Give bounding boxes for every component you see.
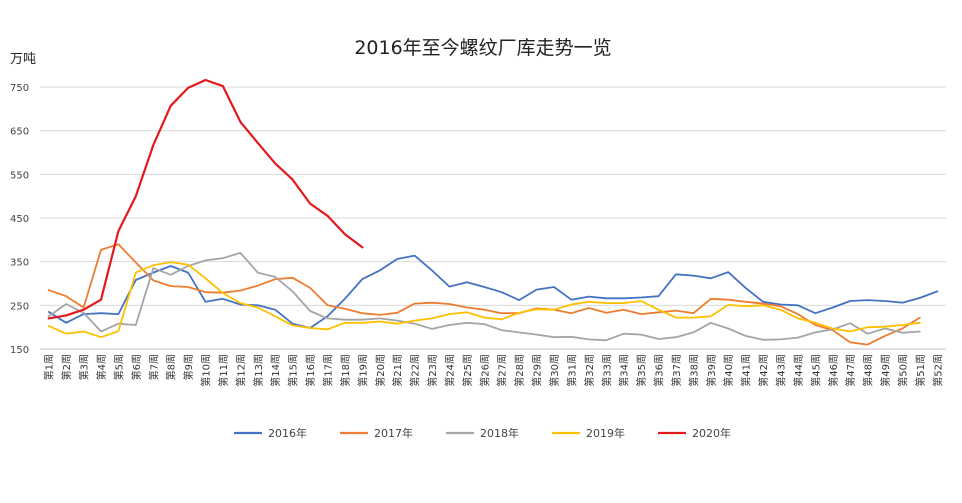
x-tick-label: 第26周 bbox=[478, 354, 491, 387]
x-tick-label: 第28周 bbox=[513, 354, 526, 387]
x-tick-label: 第13周 bbox=[252, 354, 265, 387]
x-tick-label: 第39周 bbox=[705, 354, 718, 387]
y-tick-label: 250 bbox=[10, 301, 29, 312]
x-tick-label: 第4周 bbox=[95, 354, 108, 380]
x-tick-label: 第21周 bbox=[391, 354, 404, 387]
x-tick-label: 第40周 bbox=[722, 354, 735, 387]
series-line-1 bbox=[47, 254, 939, 329]
series-lines bbox=[47, 78, 939, 346]
x-tick-label: 第36周 bbox=[653, 354, 666, 387]
x-tick-label: 第6周 bbox=[130, 354, 143, 380]
y-tick-label: 650 bbox=[10, 127, 29, 138]
x-tick-label: 第1周 bbox=[43, 354, 56, 380]
x-tick-label: 第44周 bbox=[792, 354, 805, 387]
x-tick-label: 第33周 bbox=[600, 354, 613, 387]
series-line-2 bbox=[47, 243, 921, 346]
y-tick-label: 150 bbox=[10, 345, 29, 356]
x-tick-label: 第42周 bbox=[757, 354, 770, 387]
x-tick-label: 第18周 bbox=[339, 354, 352, 387]
x-tick-label: 第47周 bbox=[844, 354, 857, 387]
legend-label-4: 2019年 bbox=[586, 426, 625, 440]
x-tick-label: 第2周 bbox=[60, 354, 73, 380]
y-axis-unit: 万吨 bbox=[10, 52, 36, 67]
legend: 2016年 2017年 2018年 2019年 2020年 bbox=[234, 426, 731, 440]
x-tick-label: 第52周 bbox=[931, 354, 944, 387]
y-tick-label: 450 bbox=[10, 214, 29, 225]
x-tick-label: 第34周 bbox=[618, 354, 631, 387]
x-tick-label: 第30周 bbox=[548, 354, 561, 387]
legend-label-3: 2018年 bbox=[480, 426, 519, 440]
x-tick-label: 第7周 bbox=[147, 354, 160, 380]
y-axis-ticks: 150 250 350 450 550 650 750 bbox=[10, 83, 29, 356]
x-tick-label: 第12周 bbox=[234, 354, 247, 387]
x-tick-label: 第5周 bbox=[112, 354, 125, 380]
x-tick-label: 第43周 bbox=[774, 354, 787, 387]
x-tick-label: 第24周 bbox=[443, 354, 456, 387]
gridlines bbox=[40, 86, 946, 350]
x-tick-label: 第27周 bbox=[496, 354, 509, 387]
x-tick-label: 第10周 bbox=[200, 354, 213, 387]
y-tick-label: 350 bbox=[10, 258, 29, 269]
x-axis-ticks: 第1周 第2周 第3周 第4周 第5周 第6周 第7周 第8周 第9周 第10周 第11周 第12周第… bbox=[43, 354, 945, 387]
x-tick-label: 第38周 bbox=[687, 354, 700, 387]
series-line-3 bbox=[47, 251, 921, 342]
x-tick-label: 第35周 bbox=[635, 354, 648, 387]
series-line-5 bbox=[47, 78, 364, 320]
x-tick-label: 第15周 bbox=[287, 354, 300, 387]
x-tick-label: 第16周 bbox=[304, 354, 317, 387]
x-tick-label: 第11周 bbox=[217, 354, 230, 387]
y-tick-label: 550 bbox=[10, 170, 29, 181]
x-tick-label: 第50周 bbox=[896, 354, 909, 387]
x-tick-label: 第51周 bbox=[914, 354, 927, 387]
x-tick-label: 第45周 bbox=[809, 354, 822, 387]
x-tick-label: 第49周 bbox=[879, 354, 892, 387]
x-tick-label: 第41周 bbox=[740, 354, 753, 387]
y-tick-label: 750 bbox=[10, 83, 29, 94]
chart-title: 2016年至今螺纹厂库走势一览 bbox=[354, 37, 611, 59]
x-tick-label: 第19周 bbox=[356, 354, 369, 387]
x-tick-label: 第46周 bbox=[827, 354, 840, 387]
x-tick-label: 第29周 bbox=[531, 354, 544, 387]
x-tick-label: 第22周 bbox=[409, 354, 422, 387]
x-tick-label: 第31周 bbox=[565, 354, 578, 387]
x-tick-label: 第20周 bbox=[374, 354, 387, 387]
x-tick-label: 第25周 bbox=[461, 354, 474, 387]
x-tick-label: 第8周 bbox=[165, 354, 178, 380]
legend-label-5: 2020年 bbox=[692, 426, 731, 440]
x-tick-label: 第3周 bbox=[78, 354, 91, 380]
x-tick-label: 第23周 bbox=[426, 354, 439, 387]
series-line-4 bbox=[47, 261, 921, 339]
x-tick-label: 第17周 bbox=[321, 354, 334, 387]
x-tick-label: 第37周 bbox=[670, 354, 683, 387]
legend-label-1: 2016年 bbox=[268, 426, 307, 440]
x-tick-label: 第32周 bbox=[583, 354, 596, 387]
x-tick-label: 第9周 bbox=[182, 354, 195, 380]
x-tick-label: 第48周 bbox=[862, 354, 875, 387]
x-tick-label: 第14周 bbox=[269, 354, 282, 387]
legend-label-2: 2017年 bbox=[374, 426, 413, 440]
